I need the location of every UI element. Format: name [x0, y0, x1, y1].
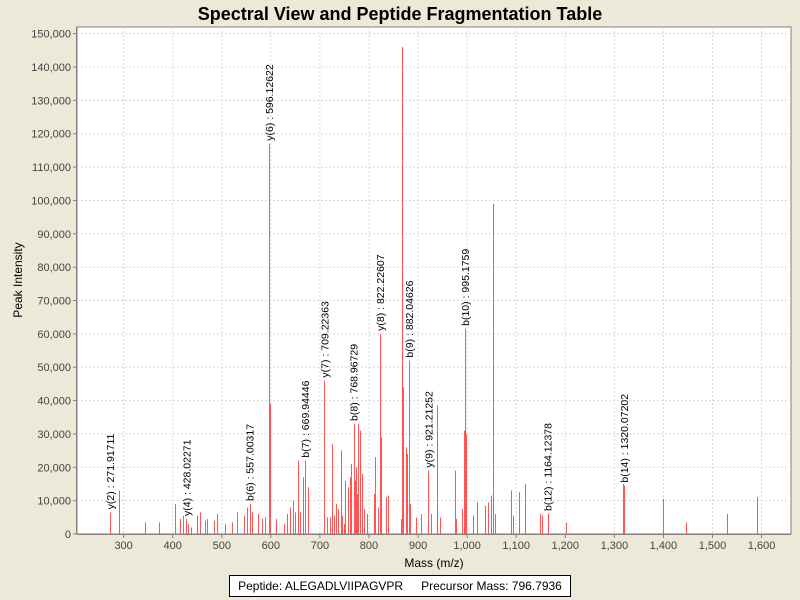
x-tick-label: 400: [164, 540, 182, 552]
x-tick-label: 300: [114, 540, 132, 552]
y-tick-label: 150,000: [31, 29, 71, 41]
x-tick-label: 1,400: [650, 540, 678, 552]
fragment-annotation: y(8) : 822.22607: [375, 254, 387, 331]
grid-layer: [77, 27, 791, 534]
fragment-annotation: b(9) : 882.04626: [404, 280, 416, 357]
peaks-layer: [110, 47, 758, 534]
y-tick-label: 90,000: [37, 229, 71, 241]
y-tick-label: 50,000: [37, 362, 71, 374]
y-axis-title: Peak Intensity: [11, 242, 25, 317]
fragment-annotation: y(9) : 921.21252: [423, 391, 435, 468]
y-tick-label: 40,000: [37, 396, 71, 408]
x-tick-label: 1,500: [699, 540, 727, 552]
x-tick-label: 1,100: [502, 540, 530, 552]
axes-layer: 300 400 500 600 700 800 900 1,000 1,100 1,200 1,30…: [31, 27, 791, 552]
fragment-annotation: y(4) : 428.02271: [181, 439, 193, 516]
fragment-annotation: y(2) : 271.91711: [105, 433, 117, 509]
x-tick-label: 500: [213, 540, 231, 552]
y-tick-label: 20,000: [37, 462, 71, 474]
y-tick-label: 70,000: [37, 296, 71, 308]
y-tick-label: 30,000: [37, 429, 71, 441]
x-tick-label: 1,200: [552, 540, 580, 552]
fragment-annotation: y(7) : 709.22363: [319, 301, 331, 378]
x-tick-label: 1,600: [748, 540, 776, 552]
y-tick-label: 130,000: [31, 95, 71, 107]
fragment-annotation: y(6) : 596.12622: [264, 64, 276, 141]
fragment-annotation: b(8) : 768.96729: [349, 344, 361, 421]
peptide-label: Peptide: ALEGADLVIIPAGVPR: [238, 579, 404, 593]
chart-title: Spectral View and Peptide Fragmentation …: [198, 4, 602, 24]
x-tick-label: 600: [262, 540, 280, 552]
y-tick-label: 0: [65, 529, 71, 541]
y-tick-label: 140,000: [31, 62, 71, 74]
y-tick-label: 100,000: [31, 195, 71, 207]
fragment-annotation: b(7) : 669.94446: [300, 380, 312, 457]
annotation-layer: y(2) : 271.91711 y(4) : 428.02271 b(6) : 5…: [105, 64, 631, 516]
fragment-annotation: b(10) : 995.1759: [460, 249, 472, 326]
x-tick-label: 900: [409, 540, 427, 552]
y-tick-label: 110,000: [32, 162, 71, 174]
y-tick-label: 120,000: [31, 129, 71, 141]
fragment-annotation: b(12) : 1164.12378: [543, 423, 555, 511]
y-tick-label: 60,000: [37, 329, 71, 341]
precursor-mass-label: Precursor Mass: 796.7936: [421, 579, 562, 593]
x-axis-title: Mass (m/z): [404, 556, 463, 570]
fragment-annotation: b(14) : 1320.07202: [619, 394, 631, 483]
x-tick-label: 700: [311, 540, 329, 552]
x-tick-label: 800: [360, 540, 378, 552]
y-tick-label: 10,000: [37, 496, 71, 508]
plot-area[interactable]: [76, 26, 792, 535]
y-tick-label: 80,000: [37, 262, 71, 274]
fragment-annotation: b(6) : 557.00317: [245, 424, 257, 501]
x-tick-label: 1,000: [453, 540, 481, 552]
x-tick-label: 1,300: [601, 540, 629, 552]
peptide-info-box: Peptide: ALEGADLVIIPAGVPR Precursor Mass…: [229, 575, 571, 597]
